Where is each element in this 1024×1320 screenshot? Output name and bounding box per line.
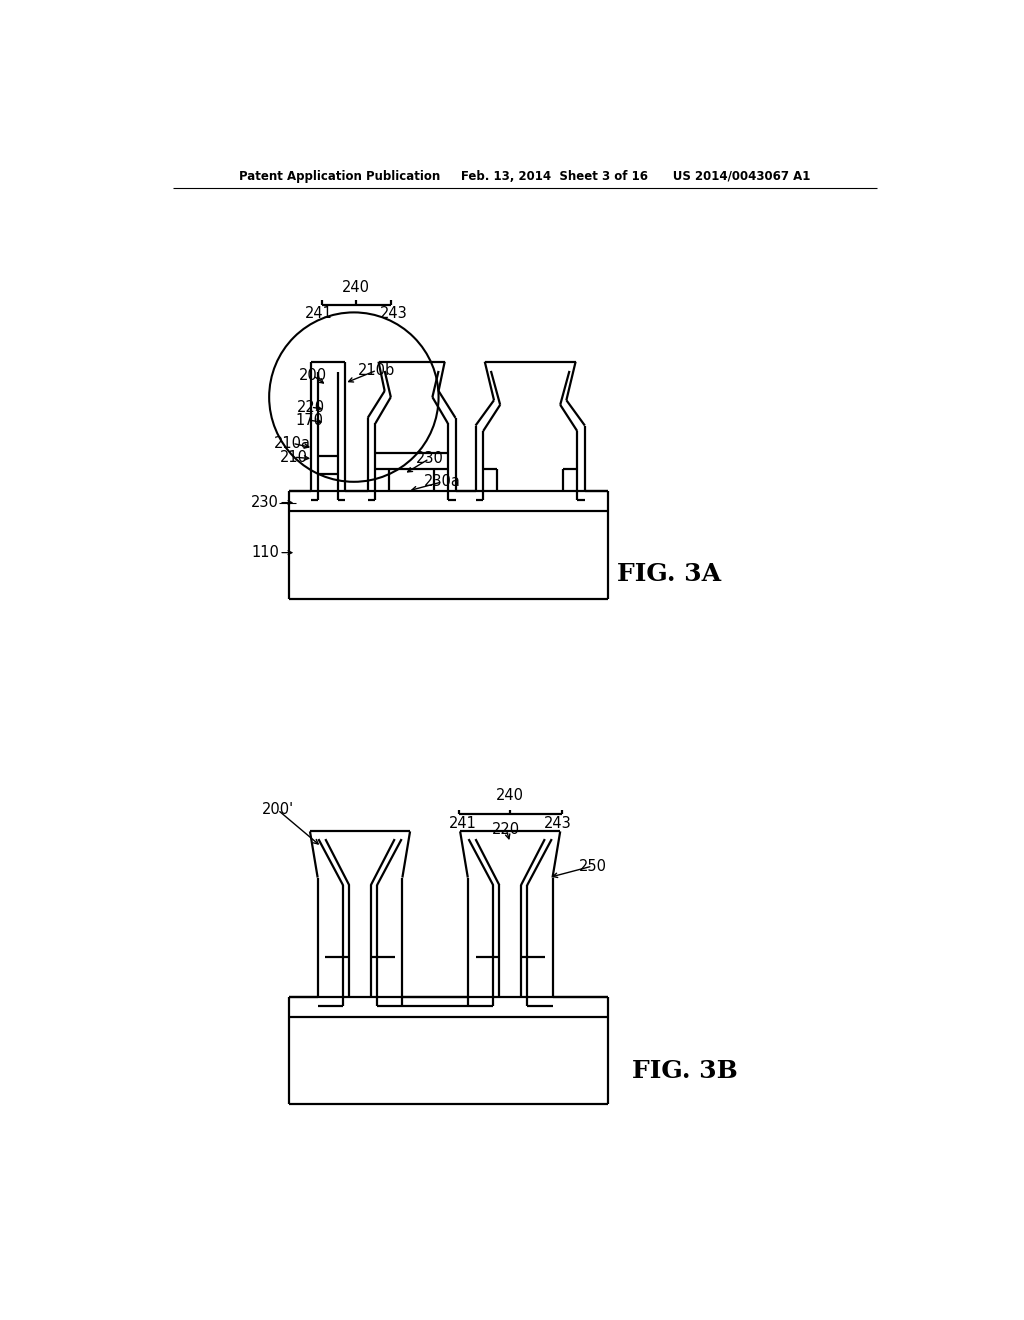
Text: 210b: 210b bbox=[358, 363, 395, 378]
Text: FIG. 3B: FIG. 3B bbox=[632, 1059, 738, 1082]
Text: 210a: 210a bbox=[273, 436, 310, 451]
Text: 240: 240 bbox=[497, 788, 524, 804]
Text: 200': 200' bbox=[261, 803, 294, 817]
Text: 243: 243 bbox=[380, 306, 408, 322]
Text: 250: 250 bbox=[579, 858, 606, 874]
Text: 210: 210 bbox=[280, 450, 308, 465]
Text: 243: 243 bbox=[544, 816, 571, 832]
Text: 241: 241 bbox=[304, 306, 333, 322]
Text: 230a: 230a bbox=[424, 474, 461, 490]
Text: 241: 241 bbox=[449, 816, 476, 832]
Text: 240: 240 bbox=[342, 280, 370, 296]
Text: 220: 220 bbox=[493, 822, 520, 837]
Text: 200: 200 bbox=[299, 368, 327, 383]
Text: 170: 170 bbox=[295, 413, 324, 428]
Text: 110: 110 bbox=[251, 545, 280, 560]
Text: FIG. 3A: FIG. 3A bbox=[617, 562, 722, 586]
Text: Patent Application Publication     Feb. 13, 2014  Sheet 3 of 16      US 2014/004: Patent Application Publication Feb. 13, … bbox=[240, 169, 810, 182]
Text: 230: 230 bbox=[251, 495, 280, 510]
Text: 230: 230 bbox=[416, 451, 443, 466]
Text: 220: 220 bbox=[297, 400, 325, 414]
